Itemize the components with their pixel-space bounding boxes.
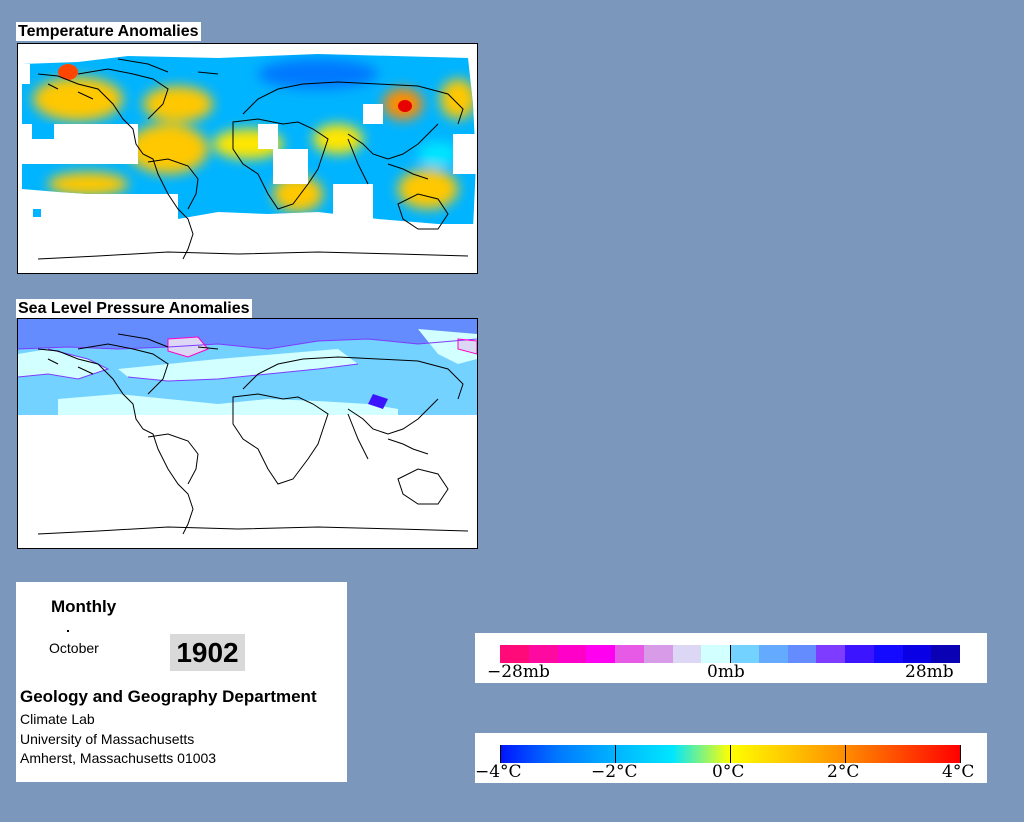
year-display: 1902 <box>170 634 245 671</box>
address-label: Amherst, Massachusetts 01003 <box>20 750 217 766</box>
pressure-color-cell <box>730 645 759 663</box>
temperature-tick <box>615 745 616 763</box>
temperature-tick <box>730 745 731 763</box>
temperature-tick <box>500 745 501 763</box>
pressure-color-cell <box>758 645 788 663</box>
pressure-color-cell <box>701 645 730 663</box>
temp-label-4: 4°C <box>942 762 975 782</box>
pressure-color-cell <box>528 645 558 663</box>
temp-label-2: 0°C <box>712 762 745 782</box>
temperature-anomaly-map <box>17 43 478 274</box>
temp-label-0: −4°C <box>475 762 522 782</box>
pressure-color-cell <box>643 645 673 663</box>
pressure-color-cell <box>500 645 529 663</box>
temp-label-1: −2°C <box>591 762 638 782</box>
pressure-title: Sea Level Pressure Anomalies <box>16 299 252 318</box>
pressure-color-cell <box>931 645 960 663</box>
pressure-color-cell <box>787 645 817 663</box>
pressure-color-cell <box>816 645 845 663</box>
pressure-colorbar <box>500 645 960 663</box>
department-label: Geology and Geography Department <box>20 687 317 706</box>
pressure-color-cell <box>672 645 702 663</box>
pressure-label-mid: 0mb <box>707 662 745 682</box>
pressure-color-cell <box>557 645 587 663</box>
temp-label-3: 2°C <box>827 762 860 782</box>
pressure-color-cell <box>873 645 903 663</box>
temperature-tick <box>845 745 846 763</box>
pressure-anomaly-map <box>17 318 478 549</box>
pressure-center-tick <box>730 645 731 663</box>
lab-label: Climate Lab <box>20 711 95 727</box>
pressure-color-cell <box>586 645 615 663</box>
pressure-color-cell <box>902 645 932 663</box>
temperature-tick <box>960 745 961 763</box>
temperature-colorbar <box>500 745 961 763</box>
info-panel: Monthly October 1902 Geology and Geograp… <box>16 582 347 782</box>
temperature-legend: −4°C −2°C 0°C 2°C 4°C <box>475 733 987 783</box>
pressure-label-min: −28mb <box>487 662 550 682</box>
temperature-title: Temperature Anomalies <box>16 22 201 41</box>
pressure-legend: −28mb 0mb 28mb <box>475 633 987 683</box>
pressure-color-cell <box>615 645 644 663</box>
university-label: University of Massachusetts <box>20 731 195 747</box>
month-label: October <box>49 640 99 656</box>
dot-marker <box>67 630 69 632</box>
period-label: Monthly <box>51 597 117 616</box>
pressure-label-max: 28mb <box>905 662 954 682</box>
pressure-color-cell <box>845 645 874 663</box>
